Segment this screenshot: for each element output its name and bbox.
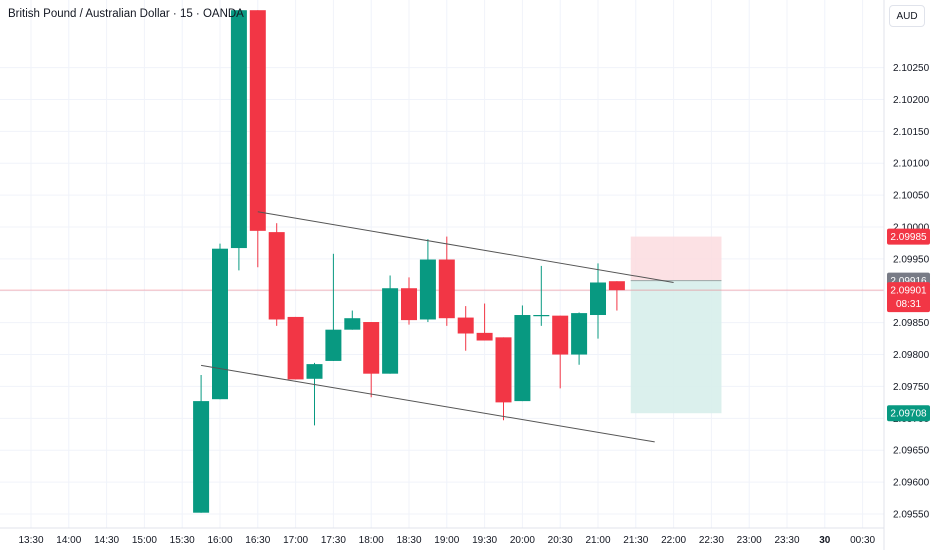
x-tick-label: 21:30 — [623, 535, 648, 546]
x-tick-label: 20:00 — [510, 535, 535, 546]
stop-loss-zone — [630, 236, 722, 281]
candle-body[interactable] — [193, 401, 210, 513]
lower-trendline[interactable] — [201, 364, 655, 443]
x-tick-label: 15:00 — [132, 535, 157, 546]
upper-trendline[interactable] — [257, 211, 674, 283]
x-tick-label: 22:30 — [699, 535, 724, 546]
stop-price-label: 2.09985 — [890, 232, 927, 243]
x-tick-label: 17:30 — [321, 535, 346, 546]
y-tick-label: 2.10050 — [893, 191, 930, 202]
y-tick-label: 2.09650 — [893, 446, 930, 457]
x-tick-label: 19:30 — [472, 535, 497, 546]
x-tick-label: 22:00 — [661, 535, 686, 546]
candle-body[interactable] — [457, 317, 474, 334]
candle-body[interactable] — [268, 232, 285, 320]
x-tick-label: 17:00 — [283, 535, 308, 546]
y-tick-label: 2.09800 — [893, 350, 930, 361]
x-tick-label: 13:30 — [18, 535, 43, 546]
stop-price-label-bg — [887, 228, 930, 245]
y-tick-label: 2.09750 — [893, 382, 930, 393]
position-zones — [630, 236, 722, 414]
candle-body[interactable] — [590, 282, 606, 316]
y-tick-label: 2.10000 — [893, 223, 930, 234]
last-price-label-countdown: 08:31 — [896, 299, 921, 310]
y-tick-label: 2.09950 — [893, 254, 930, 265]
x-tick-label: 14:30 — [94, 535, 119, 546]
y-tick-label: 2.09550 — [893, 509, 930, 520]
x-tick-label: 15:30 — [170, 535, 195, 546]
candle-body[interactable] — [608, 281, 625, 291]
candle-body[interactable] — [533, 315, 550, 317]
candles[interactable] — [193, 10, 625, 513]
x-tick-label: 18:00 — [359, 535, 384, 546]
x-tick-label: 21:00 — [585, 535, 610, 546]
candle-body[interactable] — [419, 259, 436, 320]
y-tick-label: 2.10150 — [893, 127, 930, 138]
target-price-label: 2.09708 — [890, 409, 927, 420]
x-tick-label: 20:30 — [548, 535, 573, 546]
y-tick-label: 2.09850 — [893, 318, 930, 329]
target-price-label-bg — [887, 405, 930, 422]
candle-body[interactable] — [438, 259, 455, 319]
x-tick-label: 23:30 — [774, 535, 799, 546]
x-tick-label: 19:00 — [434, 535, 459, 546]
candle-body[interactable] — [476, 332, 493, 341]
x-tick-label: 23:00 — [737, 535, 762, 546]
candle-body[interactable] — [325, 329, 342, 361]
x-tick-label: 14:00 — [56, 535, 81, 546]
currency-button[interactable]: AUD — [889, 5, 925, 27]
candle-body[interactable] — [212, 248, 228, 400]
candle-body[interactable] — [571, 313, 588, 355]
y-tick-label: 2.09600 — [893, 478, 930, 489]
y-tick-label: 2.10100 — [893, 159, 930, 170]
candle-body[interactable] — [401, 288, 417, 321]
candle-body[interactable] — [287, 316, 304, 380]
last-price-label: 2.09901 — [890, 286, 927, 297]
x-tick-label: 30 — [819, 535, 831, 546]
candle-body[interactable] — [552, 315, 569, 355]
candle-body[interactable] — [230, 10, 247, 249]
trendlines[interactable] — [201, 211, 674, 443]
entry-price-label: 2.09916 — [890, 276, 927, 287]
candle-body[interactable] — [306, 364, 323, 379]
x-tick-label: 16:30 — [245, 535, 270, 546]
grid — [0, 0, 884, 528]
candle-body[interactable] — [249, 10, 266, 231]
x-tick-label: 16:00 — [207, 535, 232, 546]
candle-body[interactable] — [363, 322, 380, 374]
candle-body[interactable] — [382, 288, 399, 374]
last-price-label-bg — [887, 282, 930, 313]
take-profit-zone — [630, 280, 722, 414]
candle-body[interactable] — [514, 315, 531, 402]
y-tick-label: 2.10200 — [893, 95, 930, 106]
chart-title: British Pound / Australian Dollar · 15 ·… — [8, 8, 244, 20]
x-tick-label: 18:30 — [396, 535, 421, 546]
candle-body[interactable] — [495, 337, 512, 403]
candle-body[interactable] — [344, 318, 361, 330]
y-tick-label: 2.10250 — [893, 63, 930, 74]
x-tick-label: 00:30 — [850, 535, 875, 546]
